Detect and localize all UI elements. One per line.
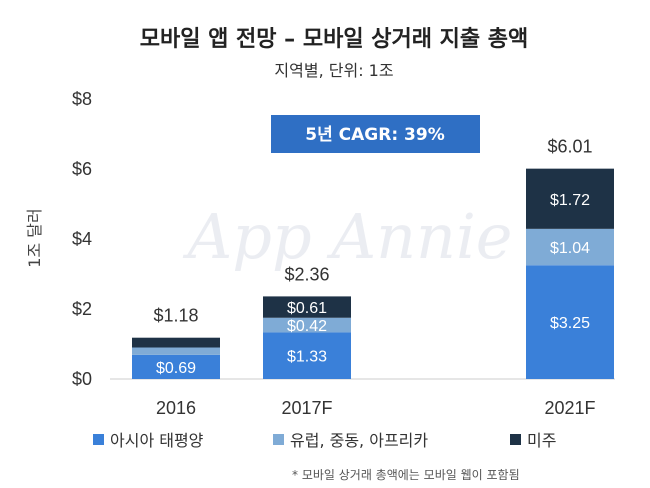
y-tick-label: $6 <box>72 159 92 179</box>
legend-swatch <box>93 434 104 445</box>
bar-segment <box>263 296 351 318</box>
bar-total-label: $6.01 <box>547 137 592 157</box>
legend-swatch <box>510 434 521 445</box>
bar-segment-label: $0.42 <box>287 318 327 335</box>
bar-segment <box>526 168 614 229</box>
bar-segment-label: $1.04 <box>550 240 590 257</box>
legend-label: 아시아 태평양 <box>110 431 204 450</box>
y-axis-label: 1조 달러 <box>25 208 44 267</box>
legend-label: 미주 <box>527 431 556 450</box>
x-tick-label: 2017F <box>281 398 332 418</box>
bar-segment-label: $3.25 <box>550 315 590 332</box>
legend-label: 유럽, 중동, 아프리카 <box>290 431 428 450</box>
bar-segment-label: $1.72 <box>550 192 590 209</box>
bar-total-label: $1.18 <box>153 306 198 326</box>
bar-segment <box>526 228 614 266</box>
cagr-annotation-box <box>271 115 480 153</box>
bar-total-label: $2.36 <box>284 264 329 284</box>
legend-swatch <box>273 434 284 445</box>
y-tick-label: $4 <box>72 229 92 249</box>
bar-segment <box>263 332 351 379</box>
y-tick-label: $8 <box>72 89 92 109</box>
bar-segment <box>132 347 220 355</box>
chart-subtitle: 지역별, 단위: 1조 <box>274 61 393 80</box>
bar-segment-label: $1.33 <box>287 349 327 366</box>
bar-segment-label: $0.69 <box>156 360 196 377</box>
y-tick-label: $0 <box>72 369 92 389</box>
cagr-annotation-text: 5년 CAGR: 39% <box>305 125 444 145</box>
bar-stacks: $0.69 $1.33 $0.42$0.61 $3.25 $1.04 $1.72 <box>132 168 614 379</box>
y-tick-label: $2 <box>72 299 92 319</box>
x-tick-label: 2021F <box>544 398 595 418</box>
y-axis-ticks: $0 $2 $4 $6 $8 <box>72 89 92 389</box>
chart-title: 모바일 앱 전망 – 모바일 상거래 지출 총액 <box>140 27 528 52</box>
total-labels: $1.18 $2.36 $6.01 <box>153 137 592 326</box>
legend: 아시아 태평양 유럽, 중동, 아프리카 미주 <box>93 431 556 450</box>
bar-segment <box>263 317 351 333</box>
x-axis-ticks: 2016 2017F 2021F <box>156 398 596 418</box>
watermark-text: App Annie <box>182 200 512 273</box>
bar-segment-label: $0.61 <box>287 300 327 317</box>
bar-segment <box>132 354 220 379</box>
bar-segment <box>132 337 220 348</box>
x-tick-label: 2016 <box>156 398 196 418</box>
footnote: * 모바일 상거래 총액에는 모바일 웹이 포함됨 <box>292 468 520 482</box>
bar-segment <box>526 265 614 379</box>
